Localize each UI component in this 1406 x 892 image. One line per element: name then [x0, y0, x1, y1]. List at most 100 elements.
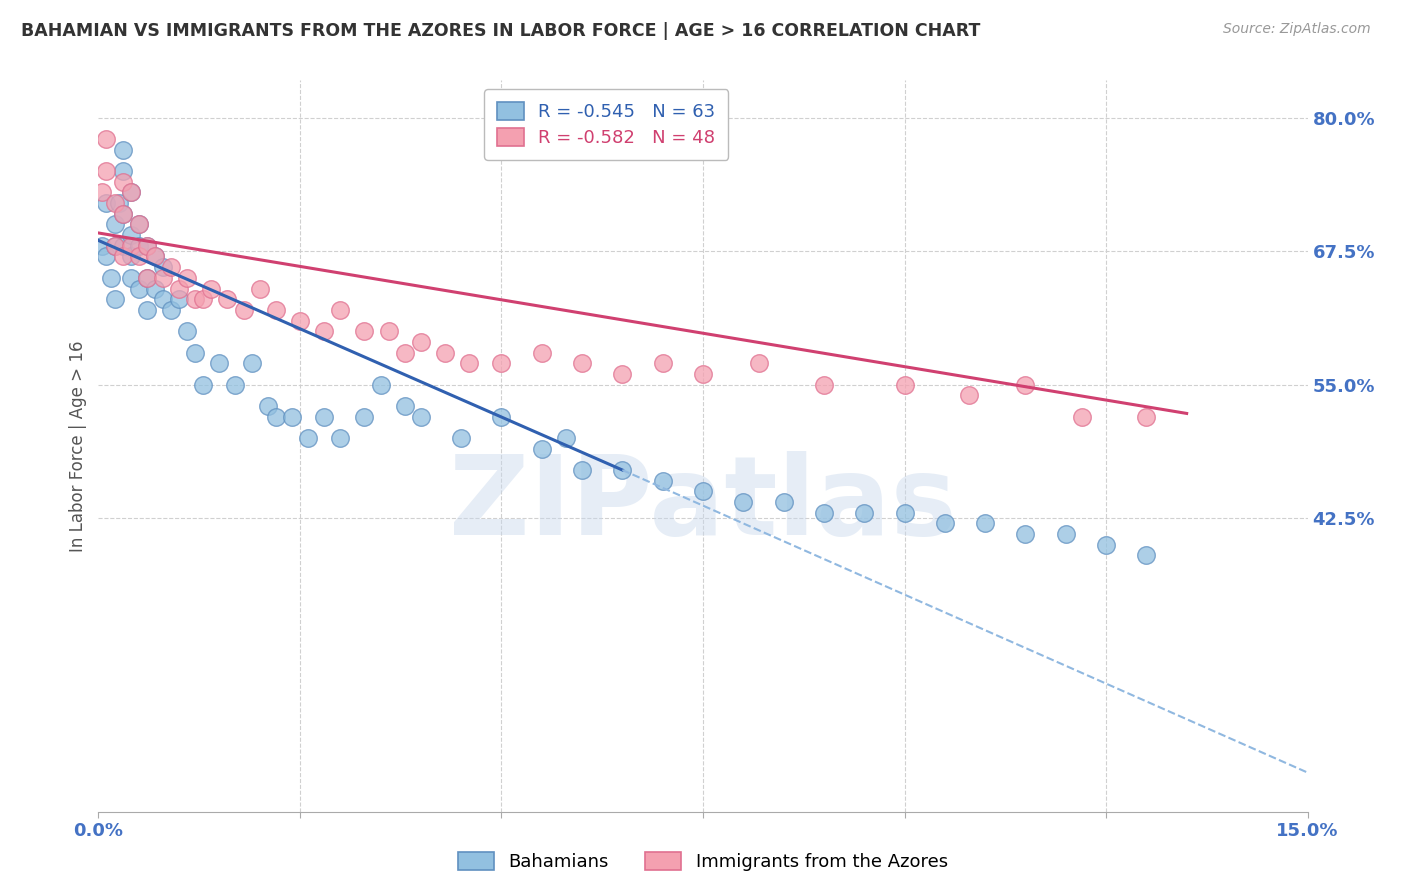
Point	[111, 207, 134, 221]
Point	[692, 484, 714, 499]
Point	[111, 239, 134, 253]
Point	[571, 463, 593, 477]
Point	[143, 250, 166, 264]
Point	[281, 409, 304, 424]
Point	[409, 334, 432, 349]
Point	[103, 292, 125, 306]
Point	[167, 292, 190, 306]
Point	[176, 270, 198, 285]
Point	[111, 143, 134, 157]
Point	[160, 302, 183, 317]
Point	[571, 356, 593, 370]
Point	[184, 292, 207, 306]
Point	[135, 239, 157, 253]
Point	[853, 506, 876, 520]
Point	[111, 207, 134, 221]
Text: ZIPatlas: ZIPatlas	[449, 451, 957, 558]
Point	[111, 175, 134, 189]
Point	[120, 228, 142, 243]
Point	[1014, 377, 1036, 392]
Point	[530, 345, 553, 359]
Point	[297, 431, 319, 445]
Point	[120, 250, 142, 264]
Point	[1014, 527, 1036, 541]
Point	[103, 239, 125, 253]
Point	[111, 250, 134, 264]
Point	[377, 324, 399, 338]
Point	[353, 324, 375, 338]
Point	[107, 196, 129, 211]
Point	[651, 474, 673, 488]
Point	[217, 292, 239, 306]
Text: Source: ZipAtlas.com: Source: ZipAtlas.com	[1223, 22, 1371, 37]
Point	[974, 516, 997, 531]
Point	[96, 250, 118, 264]
Point	[120, 186, 142, 200]
Point	[748, 356, 770, 370]
Point	[394, 345, 416, 359]
Point	[135, 270, 157, 285]
Point	[100, 270, 122, 285]
Point	[409, 409, 432, 424]
Point	[555, 431, 578, 445]
Point	[91, 239, 114, 253]
Point	[128, 239, 150, 253]
Point	[893, 506, 915, 520]
Point	[370, 377, 392, 392]
Point	[329, 302, 352, 317]
Point	[1054, 527, 1077, 541]
Point	[128, 250, 150, 264]
Point	[91, 186, 114, 200]
Point	[135, 270, 157, 285]
Point	[240, 356, 263, 370]
Point	[612, 367, 634, 381]
Legend: R = -0.545   N = 63, R = -0.582   N = 48: R = -0.545 N = 63, R = -0.582 N = 48	[484, 89, 728, 160]
Point	[813, 506, 835, 520]
Point	[1135, 409, 1157, 424]
Point	[1135, 549, 1157, 563]
Point	[143, 250, 166, 264]
Point	[128, 281, 150, 295]
Point	[329, 431, 352, 445]
Point	[96, 132, 118, 146]
Point	[224, 377, 246, 392]
Point	[813, 377, 835, 392]
Point	[491, 356, 513, 370]
Point	[530, 442, 553, 456]
Point	[264, 409, 287, 424]
Point	[167, 281, 190, 295]
Point	[314, 324, 336, 338]
Point	[152, 270, 174, 285]
Point	[434, 345, 457, 359]
Point	[176, 324, 198, 338]
Point	[353, 409, 375, 424]
Point	[96, 164, 118, 178]
Point	[143, 281, 166, 295]
Point	[193, 292, 215, 306]
Point	[893, 377, 915, 392]
Point	[249, 281, 271, 295]
Point	[692, 367, 714, 381]
Point	[200, 281, 222, 295]
Point	[772, 495, 794, 509]
Point	[103, 196, 125, 211]
Point	[288, 313, 311, 327]
Point	[152, 292, 174, 306]
Legend: Bahamians, Immigrants from the Azores: Bahamians, Immigrants from the Azores	[451, 845, 955, 879]
Point	[135, 302, 157, 317]
Point	[208, 356, 231, 370]
Point	[160, 260, 183, 274]
Point	[957, 388, 980, 402]
Point	[651, 356, 673, 370]
Point	[103, 239, 125, 253]
Point	[152, 260, 174, 274]
Y-axis label: In Labor Force | Age > 16: In Labor Force | Age > 16	[69, 340, 87, 552]
Point	[934, 516, 956, 531]
Point	[314, 409, 336, 424]
Point	[232, 302, 254, 317]
Point	[1070, 409, 1092, 424]
Point	[135, 239, 157, 253]
Point	[184, 345, 207, 359]
Point	[612, 463, 634, 477]
Point	[1095, 538, 1118, 552]
